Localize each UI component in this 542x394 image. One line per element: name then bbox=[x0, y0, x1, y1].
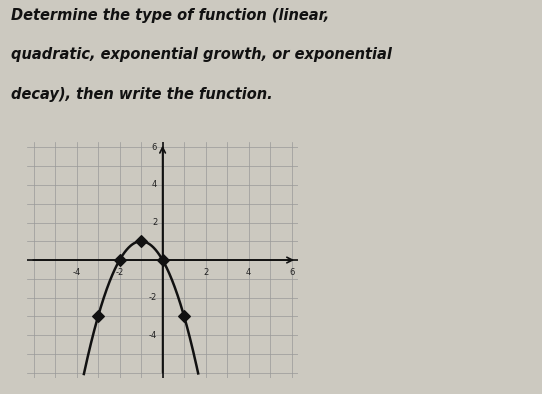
Text: -4: -4 bbox=[73, 268, 81, 277]
Text: 6: 6 bbox=[152, 143, 157, 152]
Text: Determine the type of function (linear,: Determine the type of function (linear, bbox=[11, 8, 329, 23]
Text: -4: -4 bbox=[149, 331, 157, 340]
Text: decay), then write the function.: decay), then write the function. bbox=[11, 87, 273, 102]
Point bbox=[158, 257, 167, 263]
Text: 6: 6 bbox=[289, 268, 294, 277]
Point bbox=[180, 313, 189, 320]
Text: 2: 2 bbox=[203, 268, 208, 277]
Point bbox=[137, 238, 145, 244]
Text: -2: -2 bbox=[115, 268, 124, 277]
Text: 2: 2 bbox=[152, 218, 157, 227]
Text: 4: 4 bbox=[246, 268, 251, 277]
Text: quadratic, exponential growth, or exponential: quadratic, exponential growth, or expone… bbox=[11, 47, 392, 62]
Text: 4: 4 bbox=[152, 180, 157, 190]
Point bbox=[115, 257, 124, 263]
Point bbox=[94, 313, 102, 320]
Text: -2: -2 bbox=[149, 293, 157, 302]
